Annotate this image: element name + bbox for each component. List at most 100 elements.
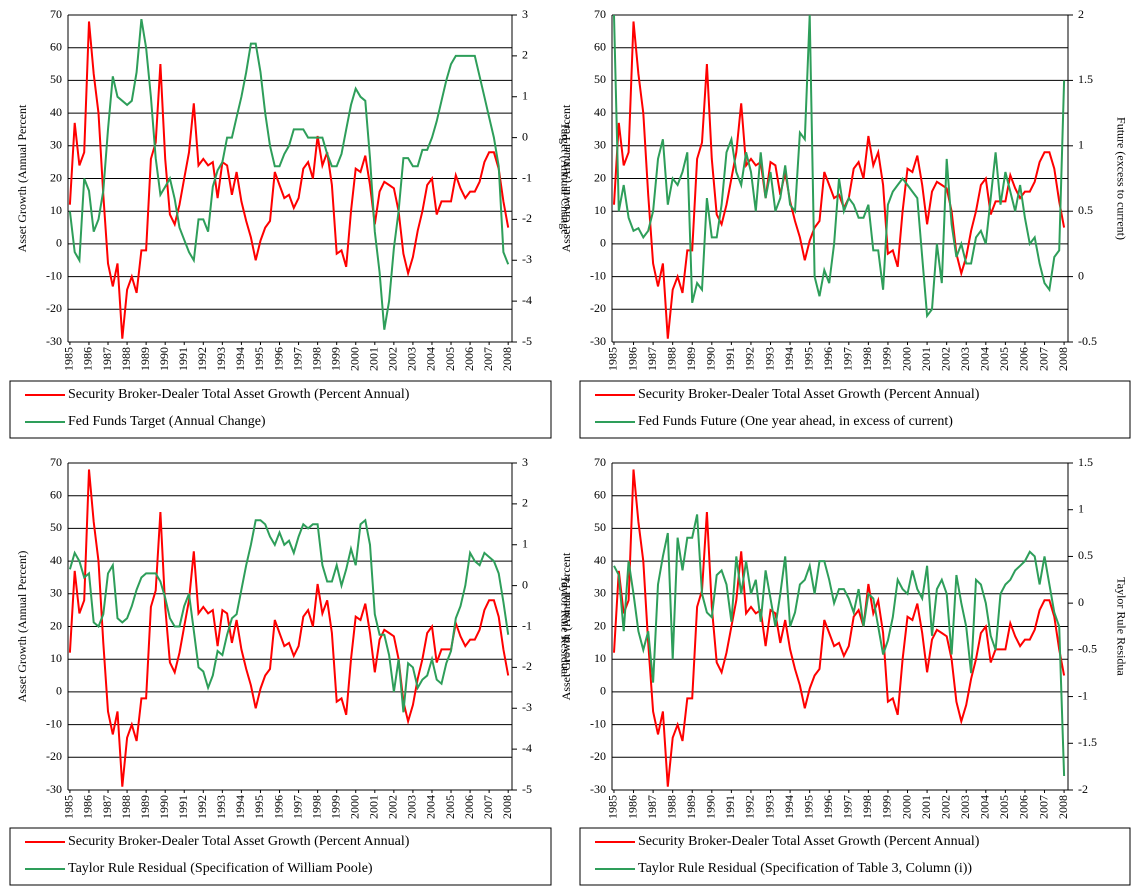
x-tick-label: 1997	[290, 795, 304, 819]
y2-tick-label: -0.5	[1078, 642, 1097, 656]
y-axis-title: Asset Growth (Annual Percent)	[15, 551, 29, 703]
x-tick-label: 2001	[367, 347, 381, 371]
x-tick-label: 1994	[782, 347, 796, 371]
x-tick-label: 2001	[919, 795, 933, 819]
x-tick-label: 1989	[684, 795, 698, 819]
x-tick-label: 1987	[645, 795, 659, 819]
x-tick-label: 1989	[684, 347, 698, 371]
y2-tick-label: -5	[522, 334, 532, 348]
x-tick-label: 1994	[782, 795, 796, 819]
y-tick-label: -20	[46, 749, 62, 763]
y-tick-label: 60	[50, 487, 62, 501]
x-tick-label: 1994	[233, 795, 247, 819]
x-tick-label: 1989	[138, 347, 152, 371]
y-tick-label: 10	[50, 651, 62, 665]
y2-tick-label: 0	[1078, 268, 1084, 282]
y-tick-label: 0	[56, 684, 62, 698]
legend-label: Security Broker-Dealer Total Asset Growt…	[638, 387, 980, 402]
y-tick-label: 50	[50, 520, 62, 534]
data-line	[613, 21, 1066, 339]
y-tick-label: 70	[50, 455, 62, 469]
data-line	[613, 14, 1066, 319]
x-tick-label: 1995	[801, 347, 815, 371]
y2-axis-title: Taylor Rule Residua	[1114, 577, 1128, 676]
y2-tick-label: 0	[522, 129, 528, 143]
x-tick-label: 1987	[645, 347, 659, 371]
y-tick-label: -20	[590, 301, 606, 315]
y2-tick-label: -1	[522, 618, 532, 632]
y2-tick-label: -2	[1078, 782, 1088, 796]
x-tick-label: 1991	[176, 795, 190, 819]
x-tick-label: 2007	[1036, 795, 1050, 819]
x-tick-label: 2006	[462, 347, 476, 371]
x-tick-label: 1999	[328, 795, 342, 819]
legend-label: Fed Funds Future (One year ahead, in exc…	[638, 414, 953, 429]
x-tick-label: 1986	[81, 347, 95, 371]
x-tick-label: 2000	[347, 795, 361, 819]
x-tick-label: 1997	[841, 347, 855, 371]
y-tick-label: 0	[600, 236, 606, 250]
y2-axis-title: Target (Annual Change	[558, 122, 572, 234]
x-tick-label: 1990	[704, 347, 718, 371]
legend-box	[9, 380, 552, 439]
x-tick-label: 1989	[138, 795, 152, 819]
y2-tick-label: 3	[522, 455, 528, 469]
x-tick-label: 1990	[157, 347, 171, 371]
x-tick-label: 2001	[919, 347, 933, 371]
x-tick-label: 2005	[997, 347, 1011, 371]
data-line	[613, 514, 1066, 777]
y-tick-label: -20	[590, 749, 606, 763]
x-tick-label: 2008	[1056, 347, 1070, 371]
x-tick-label: 1996	[271, 795, 285, 819]
x-tick-label: 2004	[424, 347, 438, 371]
x-tick-label: 1988	[664, 795, 678, 819]
x-tick-label: 2003	[405, 795, 419, 819]
y-tick-label: 60	[594, 39, 606, 53]
y-tick-label: -30	[46, 782, 62, 796]
x-tick-label: 2003	[405, 347, 419, 371]
y-tick-label: 0	[56, 236, 62, 250]
x-tick-label: 1995	[801, 795, 815, 819]
x-tick-label: 1985	[62, 795, 76, 819]
x-tick-label: 1985	[606, 795, 620, 819]
legend-label: Taylor Rule Residual (Specification of T…	[638, 861, 972, 876]
y-tick-label: -30	[46, 334, 62, 348]
y2-tick-label: -4	[522, 741, 532, 755]
x-tick-label: 1991	[176, 347, 190, 371]
y2-tick-label: -0.5	[1078, 334, 1097, 348]
y-tick-label: 30	[594, 586, 606, 600]
x-tick-label: 2003	[958, 795, 972, 819]
x-tick-label: 1987	[100, 347, 114, 371]
y2-tick-label: 0.5	[1078, 548, 1093, 562]
x-tick-label: 1988	[119, 795, 133, 819]
x-tick-label: 1993	[762, 347, 776, 371]
y-tick-label: -30	[590, 334, 606, 348]
y2-tick-label: 2	[1078, 7, 1084, 21]
x-tick-label: 1996	[821, 795, 835, 819]
y-tick-label: 30	[50, 138, 62, 152]
y2-tick-label: -1	[1078, 688, 1088, 702]
y-tick-label: -20	[46, 301, 62, 315]
x-tick-label: 2008	[500, 795, 514, 819]
y2-tick-label: 3	[522, 7, 528, 21]
x-tick-label: 2005	[443, 347, 457, 371]
x-tick-label: 2002	[386, 347, 400, 371]
y-tick-label: -10	[590, 716, 606, 730]
y-axis-title: Asset Growth (Annual Percent	[15, 104, 29, 252]
x-tick-label: 1991	[723, 795, 737, 819]
x-tick-label: 1996	[821, 347, 835, 371]
y2-tick-label: -5	[522, 782, 532, 796]
y-axis-title: Asset Growth (Annual Percent	[559, 552, 573, 700]
x-tick-label: 1988	[664, 347, 678, 371]
y-tick-label: 10	[594, 203, 606, 217]
y-tick-label: 70	[50, 7, 62, 21]
x-tick-label: 1986	[625, 795, 639, 819]
y2-tick-label: -1.5	[1078, 735, 1097, 749]
x-tick-label: 2006	[462, 795, 476, 819]
data-line	[68, 18, 510, 330]
x-tick-label: 2004	[424, 795, 438, 819]
y-tick-label: 60	[50, 39, 62, 53]
x-tick-label: 2004	[978, 795, 992, 819]
y-tick-label: 60	[594, 487, 606, 501]
